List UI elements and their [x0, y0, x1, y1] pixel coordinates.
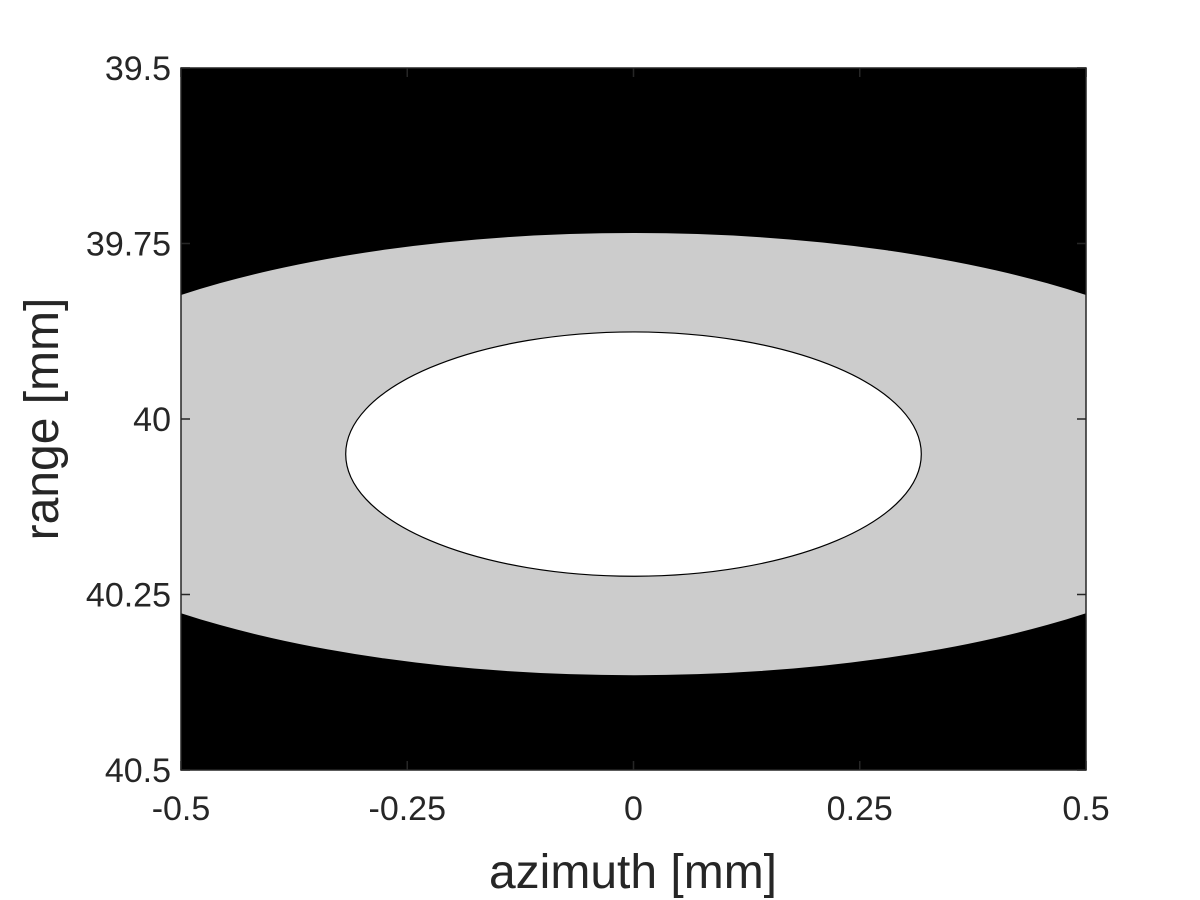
plot-frame [180, 67, 1087, 771]
region-1 [345, 331, 922, 577]
x-tick-label: -0.5 [152, 790, 211, 828]
y-tick-label: 39.5 [105, 50, 171, 88]
y-axis-title: range [mm] [16, 298, 69, 541]
x-tick-label: 0.5 [1062, 790, 1109, 828]
x-tick-label: 0 [624, 790, 643, 828]
x-tick-label: -0.25 [369, 790, 447, 828]
x-tick-label: 0.25 [827, 790, 893, 828]
y-tick-label: 39.75 [86, 226, 171, 264]
y-tick-label: 40.5 [105, 752, 171, 790]
y-tick-label: 40.25 [86, 577, 171, 615]
x-axis-title: azimuth [mm] [489, 846, 777, 899]
y-tick-label: 40 [133, 401, 171, 439]
